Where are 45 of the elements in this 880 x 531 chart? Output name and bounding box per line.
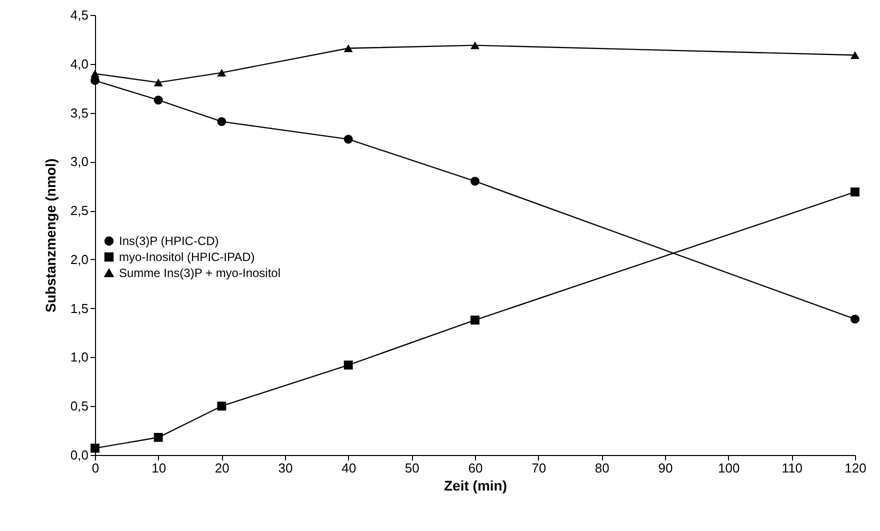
y-tick-label: 0,0 — [70, 448, 88, 462]
x-tick-label: 100 — [718, 460, 740, 476]
point — [154, 78, 163, 86]
y-tick-label: 2,0 — [70, 252, 88, 267]
point — [470, 41, 480, 50]
y-tick-label: 4,0 — [70, 56, 88, 72]
x-tick-label: 70 — [532, 460, 546, 476]
x-tick-label: 110 — [782, 460, 803, 476]
point — [217, 402, 226, 411]
y-tick-label: 3,0 — [70, 154, 88, 170]
legend-label: Ins(3)P (HPIC-CD) — [119, 234, 219, 248]
x-tick-label: 0 — [92, 460, 100, 476]
legend-label: Summe Ins(3)P + myo-Inositol — [119, 266, 281, 280]
x-tick-label: 20 — [214, 460, 230, 476]
point — [217, 68, 226, 77]
point — [850, 188, 860, 196]
x-tick-label: 80 — [594, 460, 610, 476]
x-tick-label: 10 — [152, 460, 166, 476]
y-axis-title: Substanzmenge (nmol) — [42, 158, 58, 313]
point — [344, 44, 353, 52]
y-tick-label: 3,5 — [70, 105, 88, 120]
point — [850, 314, 860, 324]
y-tick-label: 0,5 — [70, 398, 88, 414]
point — [154, 432, 163, 442]
x-tick-label: 40 — [342, 460, 356, 476]
point — [90, 444, 100, 453]
x-axis-title: Zeit (min) — [444, 478, 507, 494]
point — [850, 51, 860, 59]
point — [470, 176, 480, 186]
x-tick-label: 90 — [658, 460, 673, 476]
x-tick-label: 30 — [278, 460, 293, 476]
legend-label: myo-Inositol (HPIC-IPAD) — [119, 250, 255, 264]
point — [154, 96, 163, 105]
x-tick-label: 120 — [844, 460, 866, 476]
point — [344, 134, 353, 144]
y-tick-label: 1,0 — [70, 350, 88, 365]
point — [90, 70, 100, 78]
y-tick-label: 4,5 — [70, 8, 88, 22]
x-tick-label: 60 — [468, 460, 483, 476]
x-tick-label: 50 — [404, 460, 420, 476]
y-tick-label: 1,5 — [70, 300, 88, 316]
point — [217, 117, 226, 126]
y-tick-label: 2,5 — [70, 203, 88, 218]
point — [470, 316, 480, 325]
point — [344, 360, 353, 370]
